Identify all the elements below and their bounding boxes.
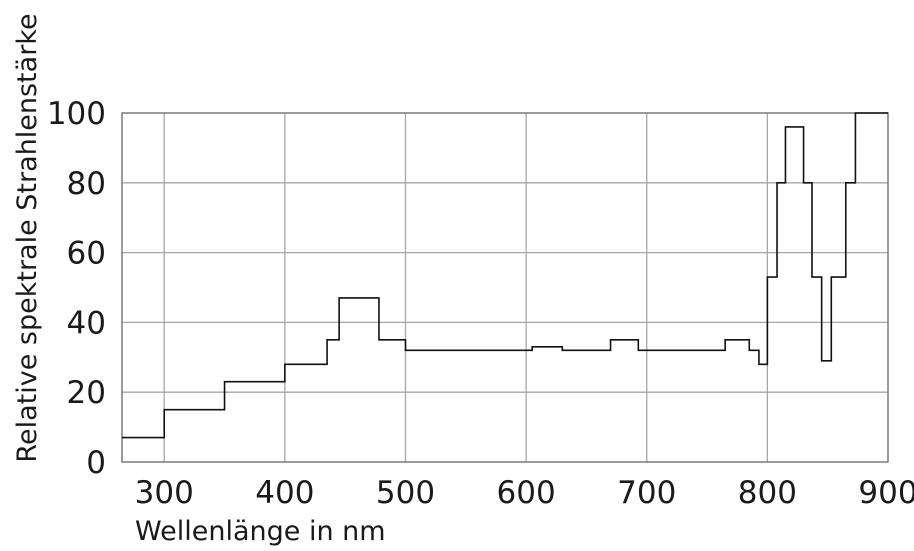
spectrum-series-line [122, 112, 888, 439]
y-tick-label: 0 [86, 445, 106, 481]
x-tick-label: 800 [738, 475, 797, 511]
grid-layer [122, 113, 888, 462]
plot-frame [121, 112, 889, 463]
x-tick-label: 900 [858, 475, 914, 511]
x-axis-label: Wellenlänge in nm [135, 516, 386, 547]
y-tick-label: 40 [67, 305, 106, 341]
x-tick-label: 700 [617, 475, 676, 511]
x-tick-label: 300 [135, 475, 194, 511]
y-tick-label: 80 [67, 166, 106, 202]
y-tick-label: 20 [67, 375, 106, 411]
x-tick-labels: 300 400 500 600 700 800 900 [135, 475, 914, 511]
x-tick-label: 600 [497, 475, 556, 511]
y-tick-labels: 0 20 40 60 80 100 [47, 96, 106, 481]
y-tick-label: 60 [67, 236, 106, 272]
x-tick-label: 400 [255, 475, 314, 511]
y-tick-label: 100 [47, 96, 106, 132]
y-axis-label: Relative spektrale Strahlenstärke [12, 13, 43, 462]
x-tick-label: 500 [376, 475, 435, 511]
